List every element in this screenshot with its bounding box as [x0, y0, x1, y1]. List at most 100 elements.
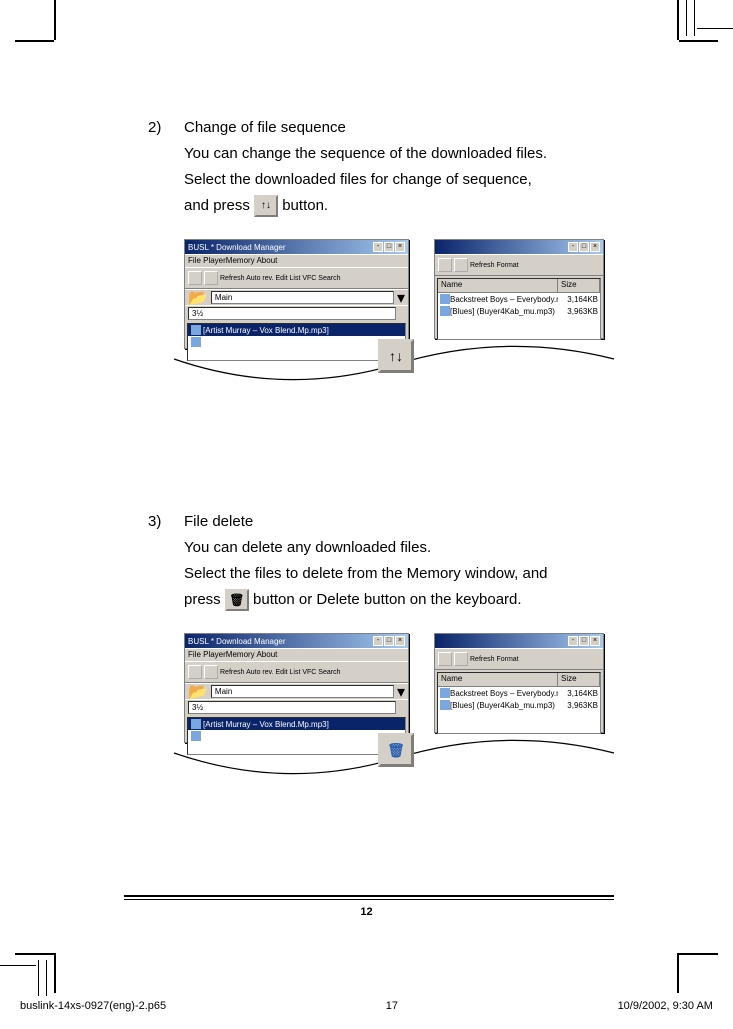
toolbar-labels: Refresh Format: [470, 262, 519, 269]
body-line: Select the files to delete from the Memo…: [184, 561, 598, 587]
list-item[interactable]: [Artist Murray – Vox Blend.Mp.mp3]: [188, 718, 405, 730]
footer-page: 17: [386, 1000, 398, 1012]
minimize-icon[interactable]: -: [568, 636, 578, 646]
table-row[interactable]: [Blues] (Buyer4Kab_mu.mp3) 3,963KB: [438, 305, 600, 317]
sequence-button-large[interactable]: ↑↓: [378, 339, 414, 373]
window-titlebar: - □ ×: [435, 240, 603, 254]
close-icon[interactable]: ×: [590, 636, 600, 646]
item-number: 3): [148, 509, 184, 535]
toolbar-button[interactable]: [188, 271, 202, 285]
toolbar-button[interactable]: [204, 665, 218, 679]
item-title: Change of file sequence: [184, 115, 346, 141]
window-controls: - □ ×: [568, 242, 600, 252]
maximize-icon[interactable]: □: [579, 242, 589, 252]
window-controls: - □ ×: [568, 636, 600, 646]
window-titlebar: BUSL * Download Manager - □ ×: [185, 634, 408, 648]
refresh-icon[interactable]: [438, 652, 452, 666]
file-icon: [440, 688, 450, 698]
item-number: 2): [148, 115, 184, 141]
file-name: [Artist Murray – Vox Blend.Mp.mp3]: [203, 720, 329, 729]
column-headers: Name Size: [438, 279, 600, 293]
drive-combo[interactable]: 3½: [188, 701, 396, 714]
body-line: and press ↑↓ button.: [184, 193, 598, 219]
col-name: Name: [438, 673, 558, 686]
memory-file-list[interactable]: Name Size Backstreet Boys – Everybody.mp…: [437, 672, 601, 734]
maximize-icon[interactable]: □: [384, 636, 394, 646]
memory-window: - □ × Refresh Format Name Size: [434, 633, 604, 733]
col-name: Name: [438, 279, 558, 292]
drive-bar: 3½: [185, 305, 408, 321]
format-icon[interactable]: [454, 652, 468, 666]
format-icon[interactable]: [454, 258, 468, 272]
file-name: Backstreet Boys – Everybody.mp3: [450, 689, 558, 698]
maximize-icon[interactable]: □: [384, 242, 394, 252]
page-footer: buslink-14xs-0927(eng)-2.p65 17 10/9/200…: [20, 1000, 713, 1012]
text: and press: [184, 197, 254, 214]
text: button or Delete button on the keyboard.: [253, 591, 522, 608]
section-change-sequence: 2) Change of file sequence You can chang…: [148, 115, 598, 389]
drive-combo[interactable]: 3½: [188, 307, 396, 320]
menubar[interactable]: File PlayerMemory About: [185, 648, 408, 661]
delete-inline-button: 🗑: [225, 589, 249, 611]
minimize-icon[interactable]: -: [568, 242, 578, 252]
refresh-icon[interactable]: [438, 258, 452, 272]
toolbar-labels: Refresh Format: [470, 656, 519, 663]
window-controls: - □ ×: [373, 636, 405, 646]
table-row[interactable]: Backstreet Boys – Everybody.mp3 3,164KB: [438, 293, 600, 305]
body-line: Select the downloaded files for change o…: [184, 167, 598, 193]
window-title: BUSL * Download Manager: [188, 243, 286, 252]
col-size: Size: [558, 279, 600, 292]
sequence-inline-button: ↑↓: [254, 195, 278, 217]
page-number: 12: [0, 906, 733, 918]
toolbar-right: Refresh Format: [435, 648, 603, 670]
table-row[interactable]: Backstreet Boys – Everybody.mp3 3,164KB: [438, 687, 600, 699]
trash-icon: 🗑: [387, 742, 405, 759]
file-size: 3,164KB: [558, 689, 598, 698]
path-combo[interactable]: Main: [211, 291, 394, 304]
arrows-icon: ↑↓: [254, 195, 278, 217]
delete-button-large[interactable]: 🗑: [378, 733, 414, 767]
memory-file-list[interactable]: Name Size Backstreet Boys – Everybody.mp…: [437, 278, 601, 340]
toolbar: Refresh Auto rev. Edit List VFC Search: [185, 661, 408, 683]
toolbar: Refresh Auto rev. Edit List VFC Search: [185, 267, 408, 289]
toolbar-labels: Refresh Auto rev. Edit List VFC Search: [220, 275, 340, 282]
toolbar-labels: Refresh Auto rev. Edit List VFC Search: [220, 669, 340, 676]
file-name: [Blues] (Buyer4Kab_mu.mp3): [450, 307, 558, 316]
section-file-delete: 3) File delete You can delete any downlo…: [148, 509, 598, 783]
file-size: 3,963KB: [558, 307, 598, 316]
minimize-icon[interactable]: -: [373, 242, 383, 252]
list-item[interactable]: [Artist Murray – Vox Blend.Mp.mp3]: [188, 324, 405, 336]
file-name: [Artist Murray – Vox Blend.Mp.mp3]: [203, 326, 329, 335]
toolbar-button[interactable]: [188, 665, 202, 679]
download-manager-window: BUSL * Download Manager - □ × File Playe…: [184, 633, 409, 743]
download-manager-window: BUSL * Download Manager - □ × File Playe…: [184, 239, 409, 349]
file-size: 3,963KB: [558, 701, 598, 710]
table-row[interactable]: [Blues] (Buyer4Kab_mu.mp3) 3,963KB: [438, 699, 600, 711]
toolbar-button[interactable]: [204, 271, 218, 285]
arrows-icon: ↑↓: [389, 348, 403, 364]
file-name: [Blues] (Buyer4Kab_mu.mp3): [450, 701, 558, 710]
close-icon[interactable]: ×: [590, 242, 600, 252]
body-line: You can change the sequence of the downl…: [184, 141, 598, 167]
file-icon: [191, 325, 201, 335]
text: button.: [282, 197, 328, 214]
close-icon[interactable]: ×: [395, 242, 405, 252]
trash-icon: 🗑: [225, 589, 249, 611]
window-title: BUSL * Download Manager: [188, 637, 286, 646]
minimize-icon[interactable]: -: [373, 636, 383, 646]
menubar[interactable]: File PlayerMemory About: [185, 254, 408, 267]
window-titlebar: - □ ×: [435, 634, 603, 648]
column-headers: Name Size: [438, 673, 600, 687]
maximize-icon[interactable]: □: [579, 636, 589, 646]
screenshot-sequence: BUSL * Download Manager - □ × File Playe…: [184, 239, 604, 389]
file-size: 3,164KB: [558, 295, 598, 304]
page-content: 2) Change of file sequence You can chang…: [148, 115, 598, 853]
text: press: [184, 591, 225, 608]
path-combo[interactable]: Main: [211, 685, 394, 698]
page-rule: [124, 895, 614, 900]
file-icon: [440, 700, 450, 710]
body-line: press 🗑 button or Delete button on the k…: [184, 587, 598, 613]
close-icon[interactable]: ×: [395, 636, 405, 646]
body-line: You can delete any downloaded files.: [184, 535, 598, 561]
footer-filename: buslink-14xs-0927(eng)-2.p65: [20, 1000, 166, 1012]
